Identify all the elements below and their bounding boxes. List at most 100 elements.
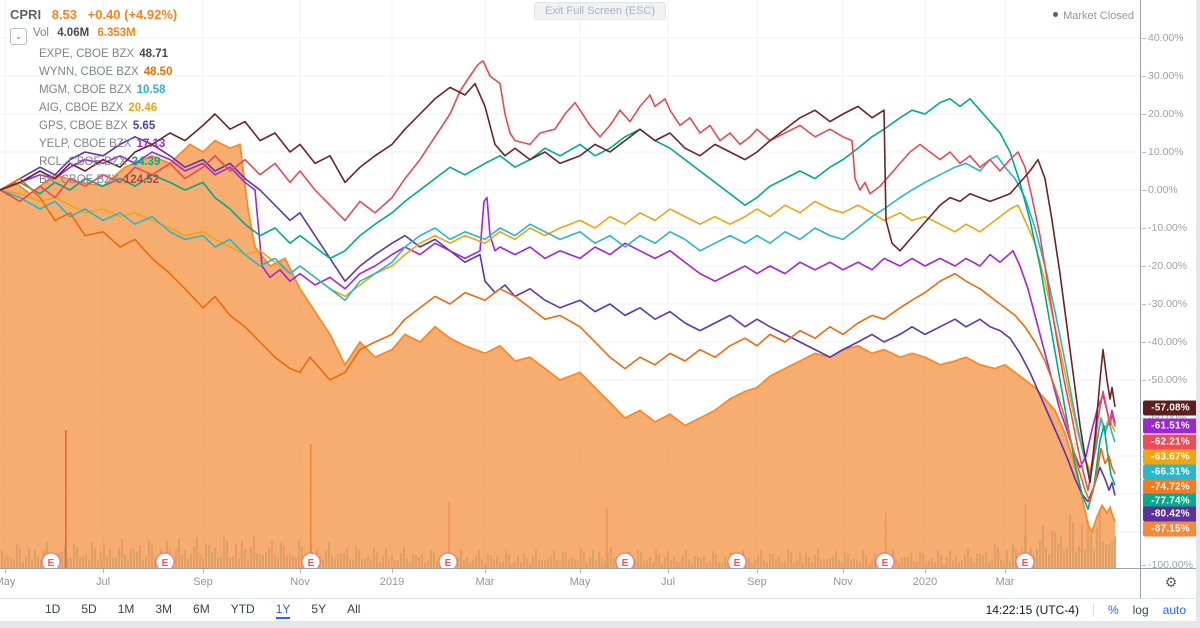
time-axis-tick [392, 569, 393, 573]
last-value-badge: -77.74% [1143, 493, 1198, 509]
compare-symbol-value: 48.71 [139, 48, 169, 60]
time-axis-tick [843, 569, 844, 573]
compare-symbol-value: 124.52 [123, 174, 160, 186]
earnings-marker[interactable]: E [438, 552, 458, 568]
time-axis-label: May [569, 576, 591, 588]
legend-compare-row-aig[interactable]: AIG, CBOE BZX 20.46 [10, 99, 177, 117]
time-axis-tick [300, 569, 301, 573]
earnings-marker[interactable]: E [41, 552, 61, 568]
legend-compare-row-gps[interactable]: GPS, CBOE BZX 5.65 [10, 117, 177, 135]
volume-label: Vol [33, 27, 49, 39]
legend-compare-row-rcl[interactable]: RCL, CBOE BZX 24.39 [10, 153, 177, 171]
log-scale-button[interactable]: log [1132, 603, 1149, 617]
last-value-badge: -63.67% [1143, 449, 1198, 465]
last-value-badge: -62.21% [1143, 434, 1198, 450]
gear-icon[interactable]: ⚙ [1164, 574, 1178, 590]
clock[interactable]: 14:22:15 (UTC-4) [985, 603, 1079, 617]
price-axis-label: -30.00% [1141, 298, 1188, 310]
range-button-1m[interactable]: 1M [117, 601, 135, 616]
toolbar-divider [1092, 603, 1094, 617]
symbol-price: 8.53 [51, 7, 77, 22]
window-edge-right [1196, 0, 1200, 628]
range-button-1d[interactable]: 1D [45, 601, 61, 616]
legend-main-symbol-row[interactable]: CPRI 8.53 +0.40 (+4.92%) [10, 6, 177, 24]
compare-symbol-label: MGM, CBOE BZX [39, 84, 132, 96]
earnings-marker[interactable]: E [1015, 552, 1035, 568]
time-axis-label: Jul [660, 576, 676, 588]
price-axis[interactable]: 40.00% 30.00% 20.00% 10.00% 0.00% -10.00% -20.… [1140, 0, 1200, 571]
compare-symbol-value: 20.46 [128, 102, 158, 114]
range-button-all[interactable]: All [347, 601, 361, 616]
time-axis-label: Nov [290, 576, 310, 588]
range-button-5d[interactable]: 5D [81, 601, 97, 616]
date-range-switcher: 1D 5D 1M 3M 6M YTD 1Y 5Y All [45, 602, 360, 619]
exit-fullscreen-button[interactable]: Exit Full Screen (ESC) [533, 2, 667, 20]
range-button-6m[interactable]: 6M [193, 601, 210, 616]
earnings-marker[interactable]: E [155, 552, 175, 568]
compare-symbol-value: 17.13 [136, 138, 166, 150]
range-button-1y[interactable]: 1Y [275, 602, 291, 619]
price-axis-label: -50.00% [1141, 374, 1188, 386]
price-axis-label: 0.00% [1142, 184, 1178, 196]
time-axis[interactable]: May Jul Sep Nov 2019 Mar May Jul Sep Nov 2020 Mar [0, 568, 1140, 599]
chart-legend: CPRI 8.53 +0.40 (+4.92%) ⌄ Vol 4.06M 6.35… [10, 6, 177, 189]
time-axis-tick [580, 569, 581, 573]
price-axis-label: 30.00% [1142, 70, 1184, 82]
time-axis-label: Mar [995, 576, 1015, 588]
legend-compare-row-wynn[interactable]: WYNN, CBOE BZX 48.50 [10, 63, 177, 81]
series-line-mgm [0, 155, 1116, 476]
legend-compare-row-ba[interactable]: BA, CBOE BZX 124.52 [10, 171, 177, 189]
earnings-marker[interactable]: E [727, 552, 747, 568]
time-axis-label: Jul [95, 576, 111, 588]
range-button-ytd[interactable]: YTD [230, 601, 255, 616]
earnings-marker[interactable]: E [875, 552, 895, 568]
legend-compare-row-yelp[interactable]: YELP, CBOE BZX 17.13 [10, 135, 177, 153]
time-axis-tick [203, 569, 204, 573]
volume-value: 4.06M [57, 27, 90, 39]
series-line-wynn [0, 177, 1116, 503]
compare-symbol-label: WYNN, CBOE BZX [39, 66, 139, 78]
price-axis-label: -40.00% [1141, 336, 1188, 348]
time-axis-tick [103, 569, 104, 573]
auto-scale-button[interactable]: auto [1162, 603, 1186, 617]
chevron-down-icon[interactable]: ⌄ [10, 28, 27, 45]
legend-compare-row-expe[interactable]: EXPE, CBOE BZX 48.71 [10, 45, 177, 63]
series-line-ba [0, 82, 1116, 484]
window-edge-bottom [0, 621, 1200, 628]
time-axis-label: 2020 [912, 576, 938, 588]
compare-symbol-value: 24.39 [131, 156, 161, 168]
time-axis-tick [485, 569, 486, 573]
time-axis-tick [5, 569, 6, 573]
compare-symbol-value: 5.65 [132, 120, 156, 132]
last-value-badge: -74.72% [1143, 479, 1198, 495]
market-status: Market Closed [1053, 10, 1134, 22]
svg-text:E: E [734, 558, 741, 568]
series-line-gps [0, 136, 1116, 503]
volume-value-2: 6.353M [97, 27, 136, 39]
last-value-badge: -66.31% [1143, 464, 1198, 480]
toolbar-right-group: 14:22:15 (UTC-4) % log auto [986, 603, 1186, 617]
earnings-marker[interactable]: E [615, 552, 635, 568]
last-value-badge: -61.51% [1143, 418, 1198, 434]
legend-compare-row-mgm[interactable]: MGM, CBOE BZX 10.58 [10, 81, 177, 99]
market-status-dot-icon [1053, 12, 1059, 17]
cpri-area [0, 140, 1115, 568]
percent-scale-button[interactable]: % [1107, 603, 1119, 617]
svg-text:E: E [622, 558, 629, 568]
svg-text:E: E [48, 558, 55, 568]
last-value-badge: -87.15% [1143, 521, 1198, 537]
legend-volume-row[interactable]: ⌄ Vol 4.06M 6.353M [10, 24, 177, 45]
price-axis-label: 20.00% [1142, 108, 1184, 120]
time-axis-corner: ⚙ [1140, 568, 1200, 599]
time-axis-tick [1005, 569, 1006, 573]
earnings-marker[interactable]: E [301, 552, 321, 568]
time-axis-label: Mar [475, 576, 495, 588]
range-button-3m[interactable]: 3M [155, 601, 173, 616]
svg-text:E: E [162, 558, 169, 568]
svg-text:E: E [445, 558, 452, 568]
series-line-expe [0, 59, 1116, 492]
range-button-5y[interactable]: 5Y [311, 601, 327, 616]
